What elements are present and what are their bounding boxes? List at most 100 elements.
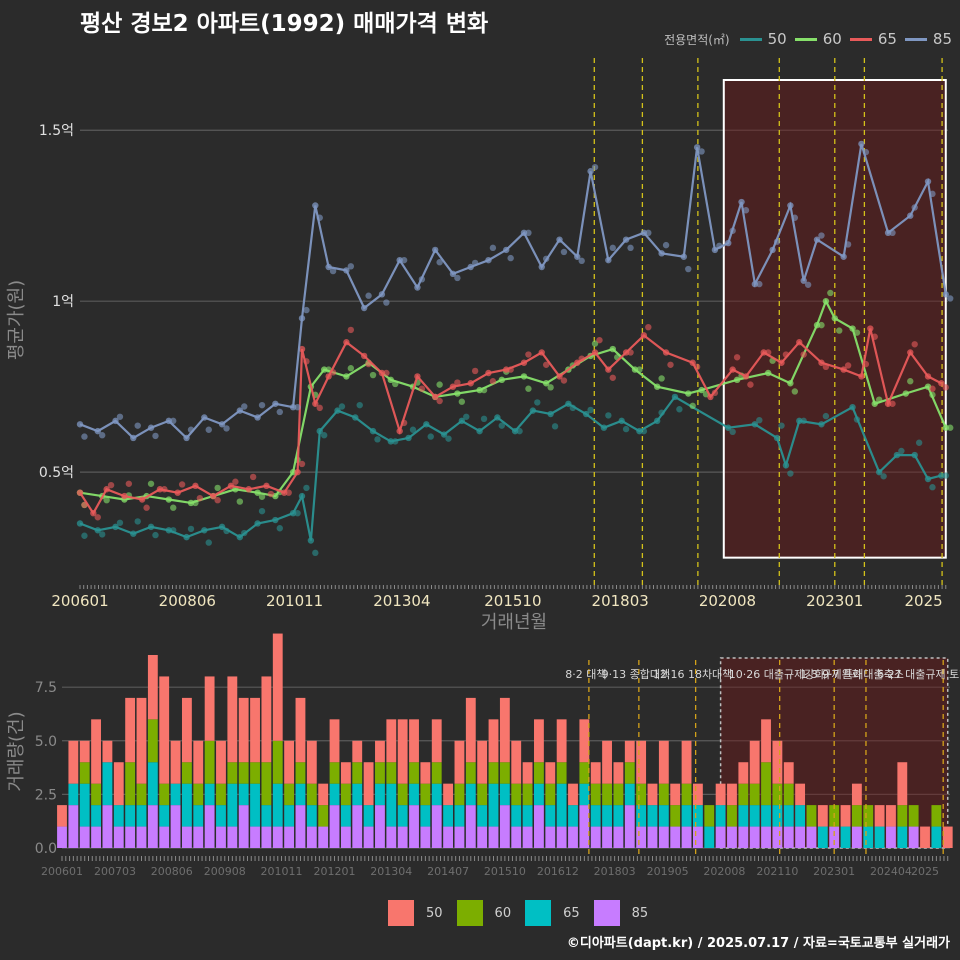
bar-legend-key-85 (593, 900, 620, 926)
bar-segment-50 (488, 719, 499, 763)
bar-segment-50 (534, 719, 544, 763)
bar-segment-50 (102, 740, 113, 763)
point-65 (347, 326, 355, 334)
x-tick-label-top: 200806 (159, 592, 216, 610)
chart-title: 평산 경보2 아파트(1992) 매매가격 변화 (80, 11, 489, 37)
bar-segment-60 (511, 783, 522, 806)
point-65 (889, 400, 896, 407)
y-tick-label-bottom: 7.5 (35, 680, 57, 696)
bar-segment-60 (181, 762, 192, 784)
point-85 (662, 241, 670, 249)
bar-segment-65 (761, 805, 771, 827)
bar-segment-50 (761, 719, 771, 763)
x-tick-label-top: 201803 (592, 592, 649, 610)
point-50 (915, 439, 923, 446)
bar-segment-65 (193, 805, 204, 827)
point-50 (534, 399, 541, 406)
bar-segment-85 (68, 805, 79, 848)
bar-segment-50 (624, 740, 635, 763)
point-50 (374, 436, 381, 443)
policy-label: 9·7 특례대출축소 (822, 668, 904, 681)
bar-segment-60 (420, 783, 431, 806)
bar-legend-item-65: 65 (525, 900, 580, 926)
point-65 (383, 369, 390, 377)
bar-segment-60 (79, 762, 90, 784)
bar-segment-50 (920, 826, 930, 848)
bar-segment-65 (295, 783, 306, 806)
point-85 (609, 244, 616, 252)
point-50 (622, 425, 630, 433)
bar-segment-65 (477, 805, 488, 827)
point-50 (729, 428, 736, 436)
point-50 (676, 406, 683, 413)
bar-segment-85 (783, 826, 794, 848)
x-tick-label-bottom: 201510 (484, 865, 526, 878)
bar-segment-65 (420, 805, 431, 827)
point-65 (542, 361, 550, 368)
bar-segment-60 (806, 805, 817, 827)
bar-segment-60 (772, 783, 783, 806)
point-50 (152, 531, 159, 539)
point-50 (320, 432, 328, 439)
area-legend: 전용면적(㎡) 50 60 65 85 (664, 30, 952, 48)
bar-segment-65 (897, 826, 908, 848)
bar-segment-85 (465, 805, 476, 848)
point-85 (81, 433, 88, 440)
point-85 (400, 256, 408, 264)
point-60 (791, 388, 799, 395)
bar-segment-65 (272, 783, 283, 827)
bar-segment-65 (658, 805, 669, 827)
bar-segment-50 (692, 783, 703, 806)
bar-segment-85 (886, 826, 896, 848)
bar-segment-50 (636, 740, 647, 784)
point-50 (294, 509, 301, 517)
point-85 (742, 207, 750, 214)
bar-segment-60 (727, 805, 737, 827)
point-50 (942, 472, 949, 479)
bar-segment-85 (227, 826, 238, 848)
bar-segment-65 (306, 805, 317, 827)
point-65 (107, 481, 115, 489)
legend-line-50 (739, 37, 762, 41)
bar-segment-65 (840, 826, 851, 848)
bar-segment-65 (749, 805, 760, 827)
bar-segment-50 (193, 740, 204, 784)
bar-segment-65 (931, 826, 942, 848)
bar-segment-60 (488, 762, 499, 784)
legend-label-85: 85 (932, 30, 952, 48)
legend-line-85 (904, 37, 927, 41)
point-50 (276, 525, 283, 532)
bar-segment-65 (590, 805, 601, 827)
bar-segment-85 (306, 826, 317, 848)
bar-segment-60 (908, 805, 919, 827)
bar-segment-50 (216, 740, 226, 784)
bar-segment-50 (568, 783, 578, 806)
bar-segment-85 (647, 826, 658, 848)
bar-segment-60 (409, 762, 419, 784)
bar-segment-50 (942, 826, 953, 848)
bar-segment-60 (783, 783, 794, 806)
point-65 (800, 351, 807, 358)
bar-segment-85 (125, 826, 136, 848)
bar-segment-50 (897, 762, 908, 806)
bar-segment-60 (704, 805, 715, 827)
point-50 (356, 401, 363, 409)
bar-segment-65 (499, 783, 510, 806)
bar-segment-50 (590, 762, 601, 784)
bar-segment-60 (670, 805, 681, 827)
legend-item-60: 60 (794, 30, 842, 48)
bar-segment-85 (499, 805, 510, 848)
point-50 (480, 415, 488, 423)
bar-segment-65 (147, 762, 158, 806)
bar-legend-label-50: 50 (426, 905, 443, 921)
bar-segment-50 (670, 783, 681, 806)
bar-segment-85 (511, 826, 522, 848)
point-65 (911, 341, 918, 348)
bar-segment-65 (636, 805, 647, 827)
point-60 (689, 402, 696, 410)
policy-label: 9·13 종합대책 (602, 668, 670, 681)
bar-segment-65 (795, 805, 806, 827)
x-tick-label-bottom: 201407 (427, 865, 469, 878)
credit-text: ©디아파트(dapt.kr) / 2025.07.17 / 자료=국토교통부 실… (566, 936, 950, 951)
